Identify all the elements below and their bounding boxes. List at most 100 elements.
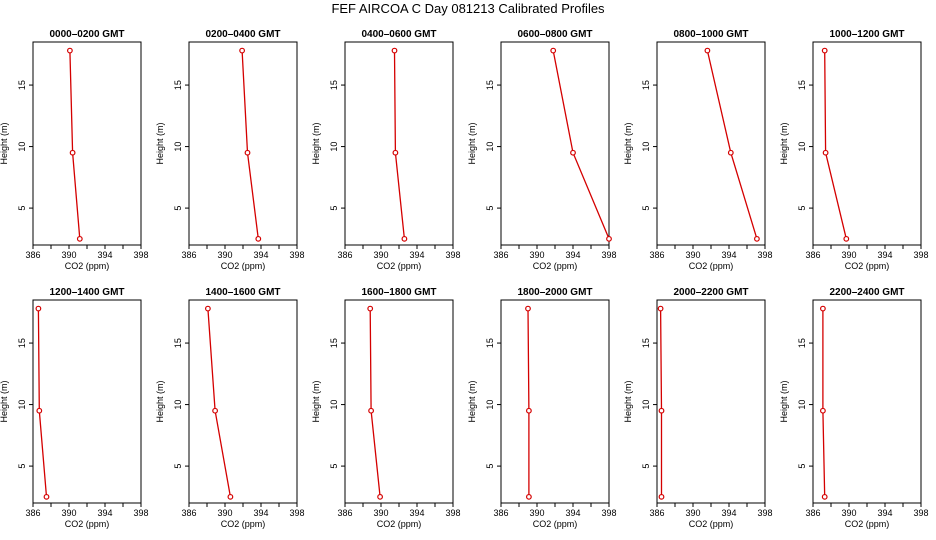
x-tick-label: 390 (685, 508, 700, 518)
profile-point (821, 47, 828, 54)
profile-point (212, 407, 219, 414)
x-axis-label: CO2 (ppm) (377, 261, 422, 271)
x-tick-label: 390 (217, 250, 232, 260)
y-tick-label: 15 (641, 338, 651, 348)
profile-panel: 1800–2000 GMT 386 390 394 398 5 10 15 CO2 (ppm) H… (467, 287, 617, 529)
x-tick-label: 386 (493, 250, 508, 260)
y-tick-label: 10 (641, 400, 651, 410)
x-tick-label: 398 (445, 250, 460, 260)
x-tick-label: 394 (409, 250, 424, 260)
x-axis-label: CO2 (ppm) (65, 519, 110, 529)
x-tick-label: 386 (337, 250, 352, 260)
y-axis-label: Height (m) (779, 380, 789, 422)
y-tick-label: 10 (173, 400, 183, 410)
panel-title: 0400–0600 GMT (361, 29, 436, 40)
y-tick-label: 5 (329, 464, 339, 469)
y-tick-label: 10 (17, 142, 27, 152)
plot-frame (188, 299, 298, 504)
profile-point (657, 305, 664, 312)
y-tick-label: 15 (797, 338, 807, 348)
y-axis-label: Height (m) (155, 122, 165, 164)
plot-frame (812, 41, 922, 246)
y-tick-label: 10 (329, 142, 339, 152)
profile-panel: 0400–0600 GMT 386 390 394 398 5 10 15 CO2 (ppm) H… (311, 29, 461, 271)
plot-frame (656, 41, 766, 246)
panel-title: 0000–0200 GMT (49, 29, 124, 40)
plot-frame (656, 299, 766, 504)
y-axis-label: Height (m) (311, 122, 321, 164)
profile-point (227, 493, 234, 500)
plot-frame (344, 299, 454, 504)
profile-point (204, 305, 211, 312)
y-tick-label: 5 (17, 206, 27, 211)
profile-point (658, 407, 665, 414)
x-tick-label: 386 (649, 250, 664, 260)
panel-title: 2200–2400 GMT (829, 287, 904, 298)
plot-frame (500, 299, 610, 504)
x-axis-label: CO2 (ppm) (689, 261, 734, 271)
profile-point (570, 149, 576, 156)
profile-panel: 0200–0400 GMT 386 390 394 398 5 10 15 CO2 (ppm) H… (155, 29, 305, 271)
x-axis-label: CO2 (ppm) (65, 261, 110, 271)
x-axis-label: CO2 (ppm) (533, 261, 578, 271)
y-tick-label: 10 (485, 142, 495, 152)
x-tick-label: 394 (721, 250, 736, 260)
x-tick-label: 390 (841, 250, 856, 260)
x-tick-label: 386 (805, 508, 820, 518)
x-tick-label: 394 (97, 250, 112, 260)
x-tick-label: 398 (601, 508, 616, 518)
y-axis-label: Height (m) (311, 380, 321, 422)
profile-point (66, 47, 73, 54)
y-tick-label: 10 (329, 400, 339, 410)
x-tick-label: 390 (373, 250, 388, 260)
profile-point (550, 47, 557, 54)
x-tick-label: 386 (25, 508, 40, 518)
y-axis-label: Height (m) (467, 380, 477, 422)
x-tick-label: 394 (877, 250, 892, 260)
plot-frame (500, 41, 610, 246)
profile-point (367, 305, 374, 312)
profile-point (727, 149, 734, 156)
y-tick-label: 5 (797, 464, 807, 469)
profile-point (658, 493, 665, 500)
profile-point (525, 305, 531, 312)
y-tick-label: 5 (641, 464, 651, 469)
profile-point (821, 493, 828, 500)
x-tick-label: 390 (685, 250, 700, 260)
x-tick-label: 398 (757, 250, 772, 260)
x-tick-label: 390 (529, 508, 544, 518)
y-tick-label: 10 (797, 400, 807, 410)
plot-frame (32, 299, 142, 504)
x-tick-label: 386 (493, 508, 508, 518)
y-tick-label: 15 (17, 338, 27, 348)
profile-line (207, 308, 232, 497)
y-tick-label: 5 (485, 206, 495, 211)
profile-line (369, 308, 381, 497)
x-tick-label: 398 (913, 250, 928, 260)
y-axis-label: Height (m) (623, 122, 633, 164)
profile-panel: 0000–0200 GMT 386 390 394 398 5 10 15 CO2 (ppm) H… (0, 29, 149, 271)
profile-line (69, 50, 81, 239)
y-tick-label: 15 (329, 338, 339, 348)
y-tick-label: 15 (485, 338, 495, 348)
profile-point (35, 305, 42, 312)
x-tick-label: 386 (337, 508, 352, 518)
x-tick-label: 394 (97, 508, 112, 518)
profile-point (606, 235, 612, 242)
y-tick-label: 15 (797, 80, 807, 90)
y-tick-label: 15 (329, 80, 339, 90)
y-axis-label: Height (m) (467, 122, 477, 164)
x-tick-label: 390 (61, 250, 76, 260)
x-tick-label: 386 (25, 250, 40, 260)
profile-point (255, 235, 262, 242)
panel-title: 1000–1200 GMT (829, 29, 904, 40)
profile-point (43, 493, 50, 500)
y-tick-label: 5 (641, 206, 651, 211)
profile-line (37, 308, 48, 497)
profile-line (552, 50, 610, 240)
x-axis-label: CO2 (ppm) (533, 519, 578, 529)
profile-point (392, 149, 399, 156)
panel-title: 1200–1400 GMT (49, 287, 124, 298)
x-axis-label: CO2 (ppm) (689, 519, 734, 529)
